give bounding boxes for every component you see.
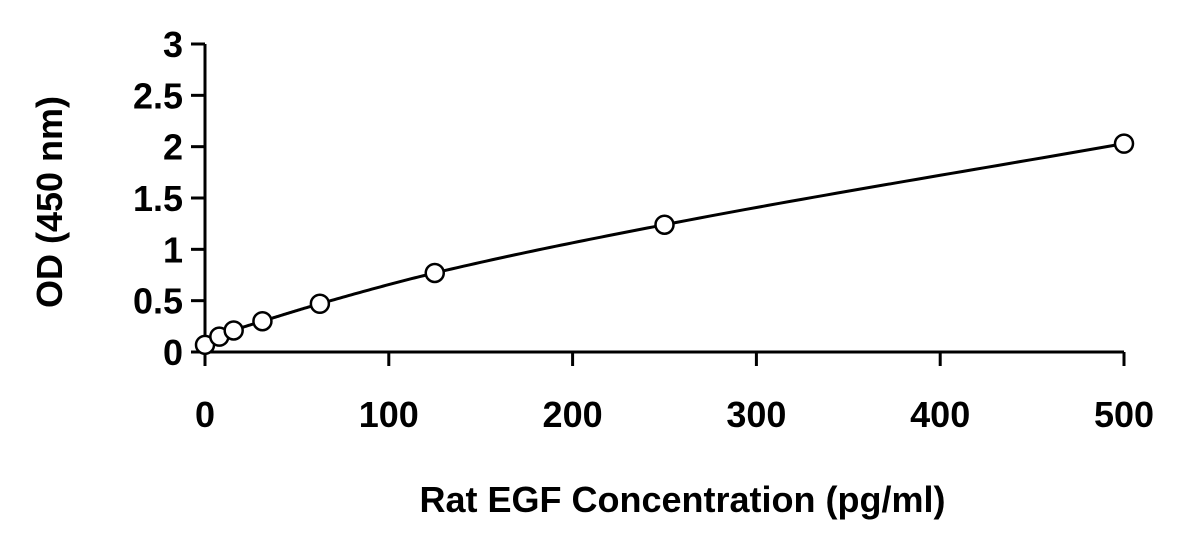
data-point bbox=[654, 214, 675, 235]
data-point bbox=[424, 262, 445, 284]
data-point bbox=[309, 293, 331, 314]
x-axis-title: Rat EGF Concentration (pg/ml) bbox=[420, 479, 946, 520]
y-tick-label: 1 bbox=[163, 229, 183, 270]
data-point bbox=[1113, 133, 1135, 154]
y-tick-label: 0 bbox=[163, 332, 183, 373]
fit-curve-line bbox=[204, 142, 1125, 347]
data-point bbox=[223, 320, 244, 341]
x-tick-label: 0 bbox=[195, 394, 215, 435]
x-tick-label: 200 bbox=[543, 394, 603, 435]
y-tick-label: 1.5 bbox=[133, 178, 183, 219]
y-tick-label: 2.5 bbox=[133, 75, 183, 116]
y-tick-label: 3 bbox=[163, 24, 183, 65]
axes: 0 0.5 1 1.5 2 2.5 3 0 100 200 300 400 500 bbox=[133, 24, 1154, 435]
x-tick-label: 300 bbox=[726, 394, 786, 435]
data-point bbox=[252, 310, 273, 332]
data-points bbox=[194, 133, 1135, 356]
y-tick-label: 0.5 bbox=[133, 281, 183, 322]
x-tick-label: 400 bbox=[910, 394, 970, 435]
y-axis-title: OD (450 nm) bbox=[29, 96, 70, 308]
x-tick-label: 500 bbox=[1094, 394, 1154, 435]
fit-curve-layer bbox=[204, 142, 1125, 347]
x-tick-label: 100 bbox=[359, 394, 419, 435]
y-tick-label: 2 bbox=[163, 127, 183, 168]
